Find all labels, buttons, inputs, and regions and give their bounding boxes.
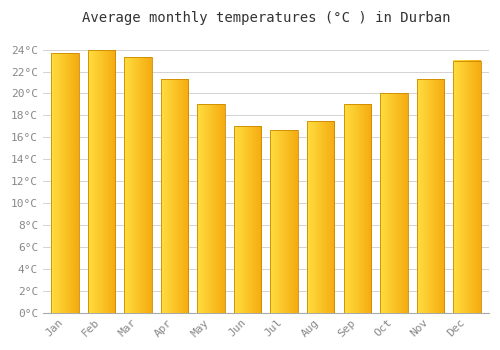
Bar [307, 121, 334, 313]
Bar [416, 79, 444, 313]
Bar [88, 50, 115, 313]
Bar [344, 104, 371, 313]
Bar [198, 104, 225, 313]
Title: Average monthly temperatures (°C ) in Durban: Average monthly temperatures (°C ) in Du… [82, 11, 450, 25]
Bar [51, 53, 78, 313]
Bar [234, 126, 262, 313]
Bar [454, 61, 480, 313]
Bar [380, 93, 407, 313]
Bar [124, 57, 152, 313]
Bar [161, 79, 188, 313]
Bar [270, 130, 298, 313]
